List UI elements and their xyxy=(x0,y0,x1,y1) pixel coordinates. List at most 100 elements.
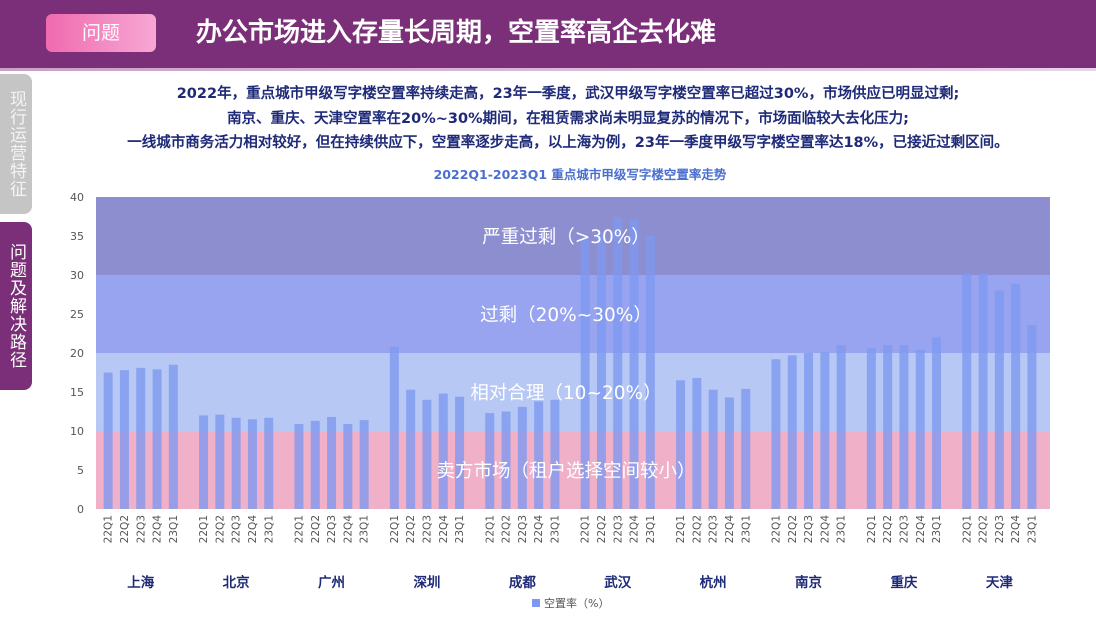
x-tick-label: 22Q3 xyxy=(994,515,1006,543)
bar xyxy=(152,369,162,509)
x-tick-label: 22Q2 xyxy=(501,515,513,543)
bar xyxy=(119,370,129,509)
bar xyxy=(1027,324,1037,509)
x-tick-label: 22Q2 xyxy=(310,515,322,543)
page-title: 办公市场进入存量长周期，空置率高企去化难 xyxy=(196,18,717,48)
x-tick-label: 22Q2 xyxy=(978,515,990,543)
city-label: 深圳 xyxy=(413,574,440,591)
y-tick-label: 10 xyxy=(70,425,84,438)
bar xyxy=(359,420,369,509)
bar xyxy=(136,367,146,509)
x-tick-label: 23Q1 xyxy=(740,515,752,543)
x-tick-label: 22Q3 xyxy=(135,515,147,543)
city-label: 成都 xyxy=(509,574,537,591)
band-area xyxy=(96,275,1050,353)
x-tick-label: 22Q1 xyxy=(675,515,687,543)
x-tick-label: 22Q1 xyxy=(293,515,305,543)
bar xyxy=(741,388,751,509)
x-tick-label: 23Q1 xyxy=(1026,515,1038,543)
bar xyxy=(771,359,781,509)
x-tick-label: 22Q4 xyxy=(533,515,545,544)
x-tick-label: 22Q3 xyxy=(898,515,910,543)
x-tick-label: 22Q3 xyxy=(708,515,720,543)
bar xyxy=(264,417,274,509)
bar xyxy=(294,423,304,509)
bar xyxy=(327,416,337,509)
x-tick-label: 23Q1 xyxy=(645,515,657,543)
x-tick-label: 22Q4 xyxy=(819,515,831,544)
bar xyxy=(787,355,797,509)
legend-swatch xyxy=(532,599,540,607)
bar xyxy=(978,273,988,509)
x-tick-label: 22Q1 xyxy=(389,515,401,543)
x-tick-label: 22Q3 xyxy=(803,515,815,543)
x-tick-label: 22Q4 xyxy=(915,515,927,544)
x-tick-label: 22Q3 xyxy=(231,515,243,543)
x-tick-label: 22Q2 xyxy=(405,515,417,543)
bar xyxy=(215,414,225,509)
bar xyxy=(422,399,432,509)
x-tick-label: 22Q4 xyxy=(724,515,736,544)
bar xyxy=(836,345,846,509)
x-tick-label: 22Q4 xyxy=(1010,515,1022,544)
x-tick-label: 22Q2 xyxy=(214,515,226,543)
bar xyxy=(915,349,925,509)
band-label: 卖方市场（租户选择空间较小） xyxy=(436,461,695,482)
x-tick-label: 22Q2 xyxy=(119,515,131,543)
x-tick-label: 22Q1 xyxy=(580,515,592,543)
band-label: 过剩（20%~30%） xyxy=(480,305,652,326)
x-tick-label: 22Q1 xyxy=(103,515,115,543)
y-tick-label: 0 xyxy=(77,503,84,516)
bar xyxy=(231,417,241,509)
city-label: 武汉 xyxy=(604,574,632,591)
bar xyxy=(899,345,909,509)
band-label: 严重过剩（>30%） xyxy=(482,227,650,248)
x-tick-label: 23Q1 xyxy=(836,515,848,543)
bar xyxy=(199,415,209,509)
x-tick-label: 22Q2 xyxy=(691,515,703,543)
bar xyxy=(550,399,560,509)
bar xyxy=(629,219,639,509)
bar xyxy=(676,380,686,509)
bar xyxy=(310,420,320,509)
city-label: 杭州 xyxy=(700,574,727,591)
bar xyxy=(438,393,448,509)
bar xyxy=(485,413,495,509)
x-tick-label: 23Q1 xyxy=(359,515,371,543)
y-tick-label: 25 xyxy=(70,308,84,321)
side-tab-operating-features[interactable]: 现行运营特征 xyxy=(0,74,32,214)
x-tick-label: 23Q1 xyxy=(263,515,275,543)
x-tick-label: 22Q4 xyxy=(247,515,259,544)
bar xyxy=(534,401,544,509)
chart-title: 2022Q1-2023Q1 重点城市甲级写字楼空置率走势 xyxy=(433,167,727,182)
bar xyxy=(343,423,353,509)
city-label: 上海 xyxy=(127,574,154,591)
x-tick-label: 22Q3 xyxy=(326,515,338,543)
bar xyxy=(692,377,702,509)
bar xyxy=(501,411,511,509)
city-label: 北京 xyxy=(223,574,250,591)
x-tick-label: 22Q1 xyxy=(198,515,210,543)
bar xyxy=(517,406,527,509)
y-tick-label: 30 xyxy=(70,269,84,282)
bar xyxy=(708,389,718,509)
side-tab-problems-solutions[interactable]: 问题及解决路径 xyxy=(0,222,32,390)
x-tick-label: 22Q1 xyxy=(961,515,973,543)
side-tab-label: 问题及解决路径 xyxy=(6,243,26,369)
city-label: 重庆 xyxy=(890,574,917,591)
bar xyxy=(247,419,257,509)
bar xyxy=(866,348,876,509)
x-tick-label: 22Q3 xyxy=(612,515,624,543)
bar xyxy=(103,372,113,509)
x-tick-label: 22Q2 xyxy=(787,515,799,543)
city-label: 天津 xyxy=(986,574,1014,591)
side-tab-label: 现行运营特征 xyxy=(6,90,26,198)
x-tick-label: 22Q4 xyxy=(342,515,354,544)
x-tick-label: 22Q3 xyxy=(517,515,529,543)
bar xyxy=(724,397,734,509)
y-tick-label: 40 xyxy=(70,191,84,204)
bar xyxy=(962,273,972,509)
description-line: 南京、重庆、天津空置率在20%~30%期间，在租赁需求尚未明显复苏的情况下，市场… xyxy=(227,110,909,127)
bar xyxy=(613,217,623,509)
